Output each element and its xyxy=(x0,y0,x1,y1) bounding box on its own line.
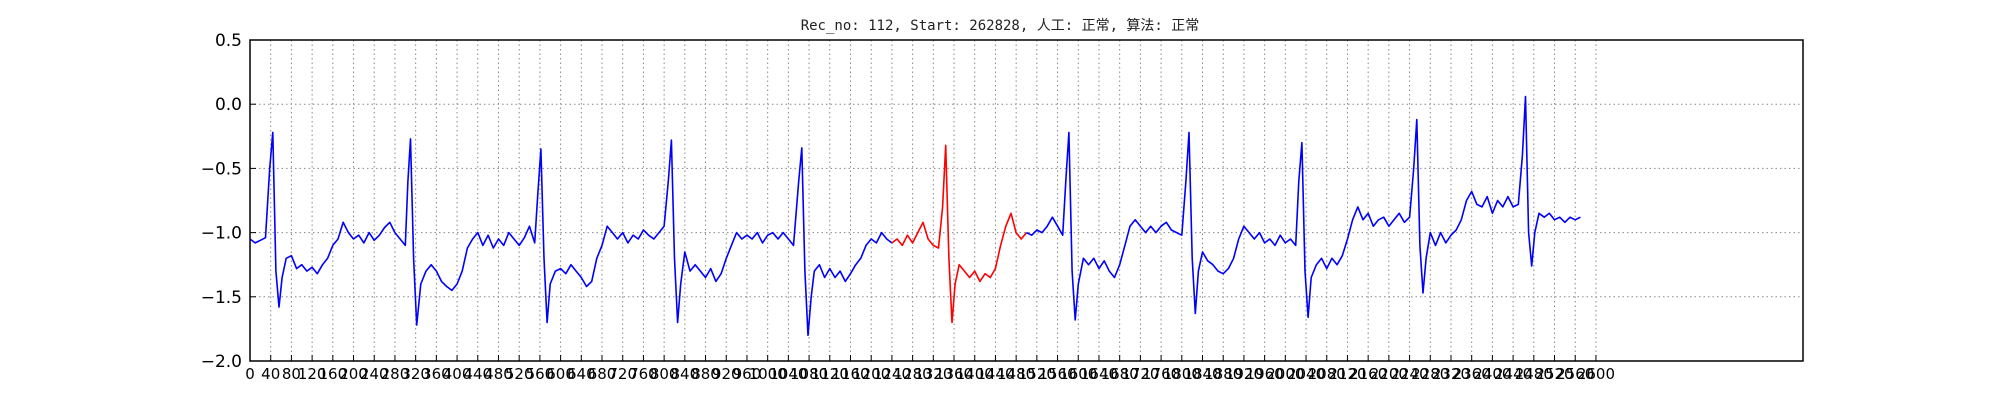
chart-title: Rec_no: 112, Start: 262828, 人工: 正常, 算法: … xyxy=(801,18,1200,34)
x-tick-label: 2200 xyxy=(1370,365,1408,383)
x-tick-label: 1880 xyxy=(1204,365,1242,383)
x-tick-label: 560 xyxy=(526,365,555,383)
x-tick-label: 1280 xyxy=(894,365,932,383)
series-layer xyxy=(249,95,1581,337)
x-tick-label: 2520 xyxy=(1535,365,1573,383)
x-tick-label: 1160 xyxy=(831,365,869,383)
x-tick-label: 2600 xyxy=(1577,365,1615,383)
x-tick-label: 280 xyxy=(381,365,410,383)
x-tick-label: 80 xyxy=(282,365,301,383)
x-tick-label: 2280 xyxy=(1411,365,1449,383)
x-tick-label: 1240 xyxy=(873,365,911,383)
x-tick-label: 840 xyxy=(671,365,700,383)
x-tick-label: 240 xyxy=(360,365,389,383)
x-tick-label: 1040 xyxy=(769,365,807,383)
x-tick-label: 200 xyxy=(339,365,368,383)
y-tick-label: −0.5 xyxy=(201,159,242,179)
x-tick-label: 960 xyxy=(733,365,762,383)
x-tick-label: 1480 xyxy=(997,365,1035,383)
x-tick-label: 1720 xyxy=(1121,365,1159,383)
x-tick-label: 520 xyxy=(505,365,534,383)
x-tick-label: 2080 xyxy=(1308,365,1346,383)
x-tick-label: 600 xyxy=(546,365,575,383)
series-line-2 xyxy=(891,144,1028,324)
x-tick-label: 160 xyxy=(319,365,348,383)
series-line-3 xyxy=(1026,95,1581,321)
x-tick-label: 2160 xyxy=(1349,365,1387,383)
x-tick-label: 1800 xyxy=(1163,365,1201,383)
x-tick-label: 1760 xyxy=(1142,365,1180,383)
x-tick-label: 2320 xyxy=(1432,365,1470,383)
x-tick-label: 2360 xyxy=(1453,365,1491,383)
x-tick-label: 920 xyxy=(712,365,741,383)
x-tick-label: 120 xyxy=(298,365,327,383)
x-tick-label: 1440 xyxy=(976,365,1014,383)
x-tick-label: 2240 xyxy=(1390,365,1428,383)
x-tick-label: 1960 xyxy=(1246,365,1284,383)
x-tick-label: 1400 xyxy=(956,365,994,383)
x-tick-label: 1320 xyxy=(914,365,952,383)
x-tick-label: 1120 xyxy=(811,365,849,383)
x-tick-label: 1920 xyxy=(1225,365,1263,383)
x-tick-label: 360 xyxy=(422,365,451,383)
x-tick-label: 2400 xyxy=(1473,365,1511,383)
y-tick-label: −2.0 xyxy=(201,352,242,372)
x-tick-label: 1200 xyxy=(852,365,890,383)
grid-layer xyxy=(249,39,1803,362)
x-tick-label: 480 xyxy=(484,365,513,383)
x-tick-label: 1560 xyxy=(1038,365,1076,383)
y-tick-label: 0.5 xyxy=(215,31,242,51)
x-tick-label: 2440 xyxy=(1494,365,1532,383)
x-tick-label: 2000 xyxy=(1266,365,1304,383)
y-tick-label: 0.0 xyxy=(215,95,242,115)
plot-frame xyxy=(249,39,1804,362)
x-tick-label: 1360 xyxy=(935,365,973,383)
x-tick-label: 2040 xyxy=(1287,365,1325,383)
x-tick-label: 40 xyxy=(261,365,280,383)
x-tick-label: 1680 xyxy=(1101,365,1139,383)
x-tick-label: 2120 xyxy=(1328,365,1366,383)
y-tick-label: −1.5 xyxy=(201,288,242,308)
x-tick-label: 0 xyxy=(245,365,255,383)
x-tick-label: 400 xyxy=(443,365,472,383)
x-tick-label: 720 xyxy=(608,365,637,383)
x-tick-label: 320 xyxy=(401,365,430,383)
x-tick-label: 1640 xyxy=(1080,365,1118,383)
y-tick-label: −1.0 xyxy=(201,224,242,244)
x-tick-label: 640 xyxy=(567,365,596,383)
x-tick-label: 440 xyxy=(463,365,492,383)
x-tick-label: 760 xyxy=(629,365,658,383)
x-tick-label: 680 xyxy=(588,365,617,383)
x-tick-label: 1520 xyxy=(1018,365,1056,383)
x-tick-label: 2560 xyxy=(1556,365,1594,383)
x-tick-label: 800 xyxy=(650,365,679,383)
axis-layer: 0.50.0−0.5−1.0−1.5−2.00 40 801201602002402… xyxy=(201,31,1615,383)
x-tick-label: 2480 xyxy=(1515,365,1553,383)
x-tick-label: 1000 xyxy=(749,365,787,383)
x-tick-label: 880 xyxy=(691,365,720,383)
x-tick-label: 1840 xyxy=(1183,365,1221,383)
x-tick-label: 1600 xyxy=(1059,365,1097,383)
series-line-1 xyxy=(249,131,893,337)
x-tick-label: 1080 xyxy=(790,365,828,383)
